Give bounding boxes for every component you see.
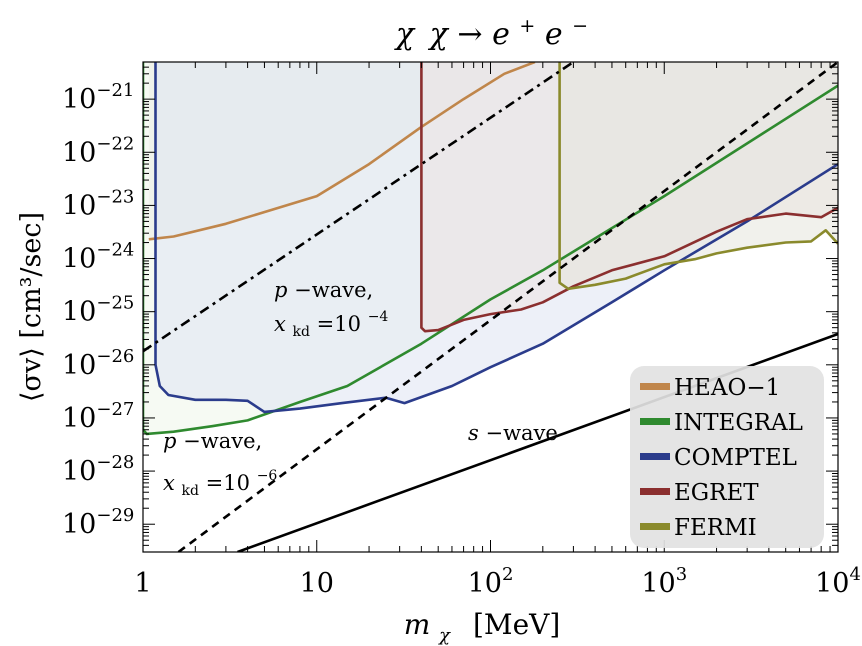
p-wave-4-p: p [274, 278, 287, 302]
reference-line-dash-dot [143, 62, 575, 353]
label-xkd-1e-4: x kd =10 −4 [274, 309, 388, 341]
xkd-6-exp: −6 [257, 468, 278, 484]
legend-swatch-fermi [640, 523, 670, 530]
x-tick-base: 10 [641, 568, 675, 599]
y-tick-exp: −25 [96, 293, 134, 314]
y-tick-base: 10 [62, 137, 96, 168]
x-tick-label: 10 [300, 568, 334, 599]
p-wave-4-dash: −wave, [294, 278, 373, 302]
x-tick-base: 10 [468, 568, 502, 599]
p-wave-6-dash: −wave, [183, 429, 262, 453]
x-tick-base: 10 [300, 568, 334, 599]
y-tick-label: 10−22 [62, 133, 134, 168]
x-label-m: m [404, 608, 431, 641]
axis-ticks [142, 61, 838, 553]
y-tick-base: 10 [62, 244, 96, 275]
xkd-6-x: x [163, 471, 175, 495]
label-xkd-1e-6: x kd =10 −6 [163, 468, 277, 500]
legend-swatch-egret [640, 488, 670, 495]
y-tick-exp: −23 [96, 186, 134, 207]
label-s-wave: s −wave [468, 421, 558, 445]
x-label-unit: [MeV] [473, 608, 560, 641]
y-tick-base: 10 [62, 509, 96, 540]
x-tick-exp: 2 [502, 564, 513, 585]
y-tick-label: 10−27 [62, 399, 134, 434]
x-tick-label: 103 [641, 564, 687, 599]
legend-box [630, 366, 824, 548]
y-tick-labels: 10−2110−2210−2310−2410−2510−2610−2710−28… [62, 80, 134, 540]
curve-comptel [154, 62, 838, 414]
x-tick-label: 1 [134, 568, 151, 599]
y-tick-exp: −29 [96, 505, 134, 526]
y-tick-exp: −27 [96, 399, 134, 420]
title-arrow: → [457, 17, 482, 52]
s-wave-s: s [468, 421, 479, 445]
legend-label-heao-1: HEAO−1 [674, 375, 780, 401]
x-tick-exp: 4 [849, 564, 860, 585]
legend-items: HEAO−1 INTEGRAL COMPTEL EGRET FERMI [640, 375, 803, 541]
curve-egret [420, 62, 838, 333]
plot-area [143, 62, 838, 552]
y-tick-base: 10 [62, 190, 96, 221]
x-tick-label: 104 [815, 564, 861, 599]
y-tick-label: 10−26 [62, 346, 134, 381]
y-tick-base: 10 [62, 297, 96, 328]
label-p-wave-1e-4: p −wave, [274, 278, 373, 302]
y-tick-exp: −26 [96, 346, 134, 367]
legend-label-comptel: COMPTEL [674, 445, 797, 471]
title-minus: − [572, 15, 588, 37]
y-tick-base: 10 [62, 350, 96, 381]
xkd-4-sub: kd [293, 324, 310, 340]
y-tick-label: 10−28 [62, 452, 134, 487]
curve-fermi [558, 62, 838, 291]
legend-swatch-integral [640, 418, 670, 425]
title-e-1: e [492, 17, 510, 52]
x-tick-label: 102 [468, 564, 514, 599]
x-label-sub: χ [437, 625, 451, 646]
legend: HEAO−1 INTEGRAL COMPTEL EGRET FERMI [630, 366, 824, 548]
y-tick-exp: −24 [96, 240, 134, 261]
chart-title: χ χ → e + e − [394, 5, 588, 52]
s-wave-dash: −wave [485, 421, 557, 445]
y-tick-exp: −21 [96, 80, 134, 101]
title-chi-2: χ [428, 17, 450, 52]
y-axis-label: ⟨σv⟩ [cm³/sec] [16, 212, 47, 402]
xkd-4-exp: −4 [368, 309, 389, 325]
y-tick-base: 10 [62, 84, 96, 115]
y-tick-base: 10 [62, 456, 96, 487]
reference-line-dashed [177, 62, 838, 552]
title-plus: + [519, 15, 535, 37]
y-tick-label: 10−24 [62, 240, 134, 275]
x-tick-base: 1 [134, 568, 151, 599]
xkd-6-eq: =10 [206, 471, 250, 495]
legend-label-integral: INTEGRAL [674, 410, 803, 436]
xkd-6-sub: kd [182, 483, 199, 499]
limit-curves [143, 62, 838, 436]
x-axis-label: m χ [MeV] [404, 608, 561, 646]
title-chi-1: χ [394, 17, 416, 52]
curve-heao-1 [148, 62, 536, 241]
y-tick-base: 10 [62, 403, 96, 434]
y-tick-label: 10−23 [62, 186, 134, 221]
p-wave-6-p: p [163, 429, 176, 453]
y-tick-label: 10−29 [62, 505, 134, 540]
xkd-4-eq: =10 [317, 312, 361, 336]
y-tick-label: 10−25 [62, 293, 134, 328]
legend-swatch-heao-1 [640, 383, 670, 390]
y-tick-label: 10−21 [62, 80, 134, 115]
x-tick-base: 10 [815, 568, 849, 599]
legend-swatch-comptel [640, 453, 670, 460]
xkd-4-x: x [274, 312, 286, 336]
x-tick-exp: 3 [676, 564, 687, 585]
label-p-wave-1e-6: p −wave, [163, 429, 262, 453]
y-tick-exp: −28 [96, 452, 134, 473]
x-tick-labels: 1 10 102 103 104 [134, 564, 861, 599]
y-tick-exp: −22 [96, 133, 134, 154]
legend-label-fermi: FERMI [674, 515, 757, 541]
legend-label-egret: EGRET [674, 480, 759, 506]
title-e-2: e [545, 17, 563, 52]
